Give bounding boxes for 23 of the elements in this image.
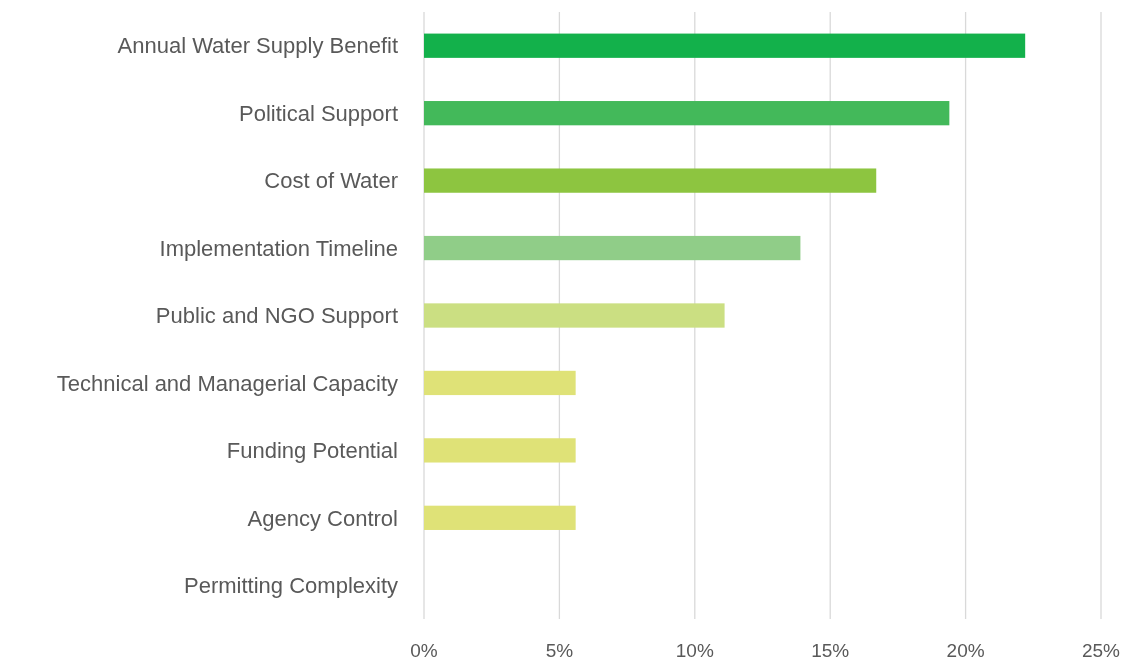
y-tick-label: Technical and Managerial Capacity [56,370,398,396]
x-tick-label: 25% [1081,640,1121,660]
y-tick-label: Funding Potential [226,438,398,464]
y-tick-label: Implementation Timeline [159,235,398,261]
y-tick-label: Cost of Water [264,168,398,194]
bar [424,438,576,463]
y-tick-label: Agency Control [247,505,398,531]
bar [424,303,725,328]
x-tick-label: 0% [410,640,438,660]
bar [424,235,801,261]
bar [424,370,576,396]
y-tick-label: Annual Water Supply Benefit [117,33,398,59]
x-tick-label: 15% [811,640,850,660]
y-tick-label: Political Support [239,100,398,126]
x-tick-label: 10% [675,640,714,660]
bar [424,505,576,530]
x-tick-label: 20% [946,640,985,660]
bar [424,33,1026,58]
x-tick-label: 5% [545,640,574,660]
y-tick-label: Permitting Complexity [184,572,398,598]
bar [424,168,877,193]
y-tick-label: Public and NGO Support [155,303,398,329]
bar [424,101,950,126]
